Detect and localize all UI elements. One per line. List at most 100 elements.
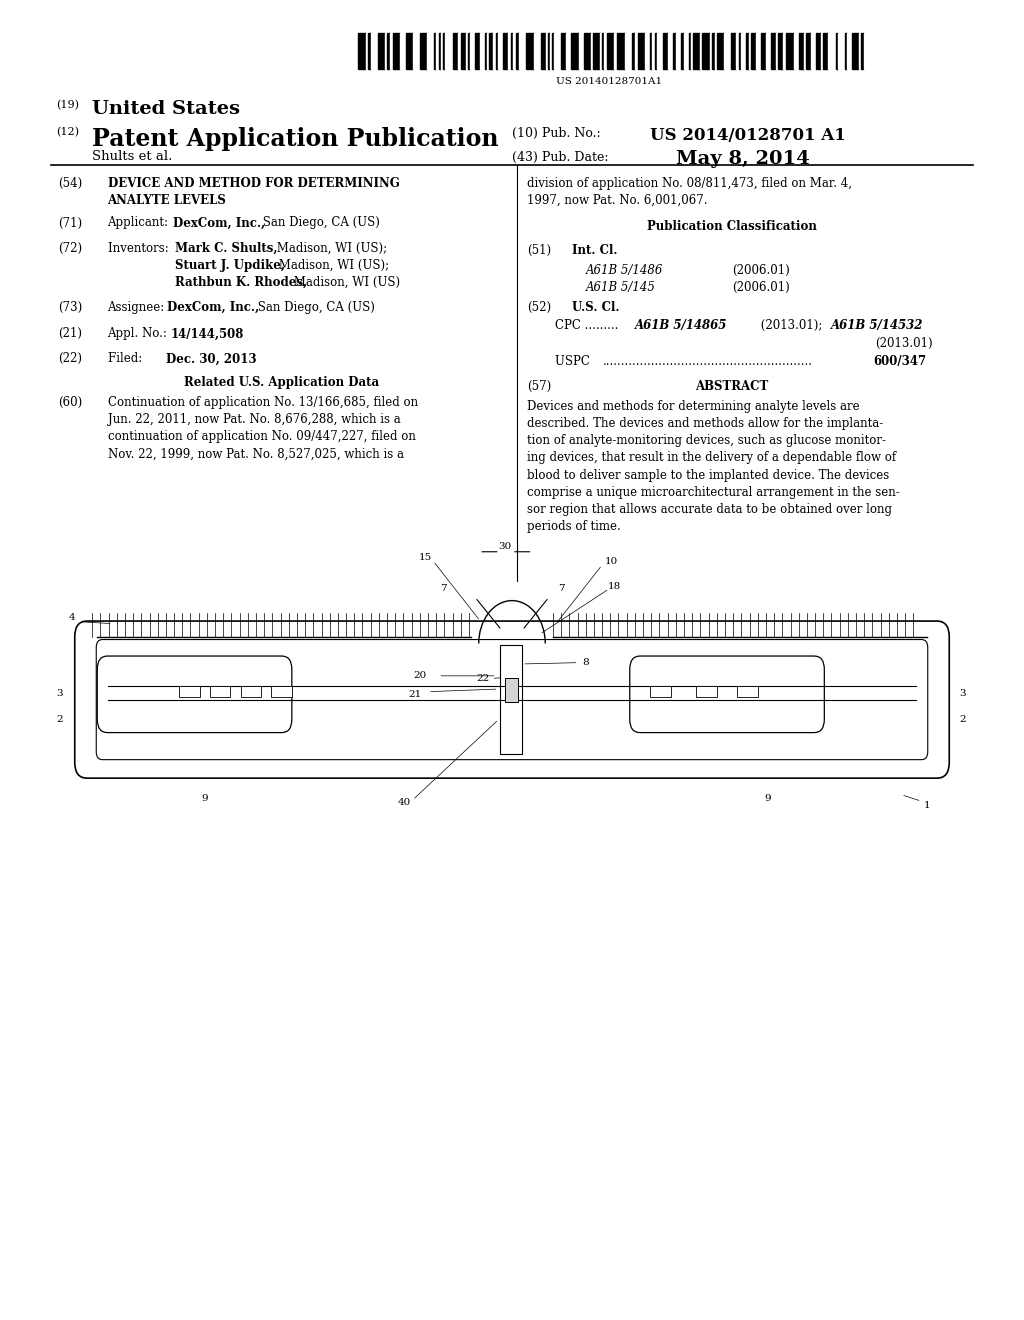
Bar bbox=[561, 33, 566, 69]
Bar bbox=[737, 686, 758, 697]
Text: (71): (71) bbox=[58, 216, 83, 230]
Bar bbox=[393, 33, 400, 69]
Bar bbox=[503, 33, 508, 69]
Bar bbox=[358, 33, 366, 69]
Text: 14/144,508: 14/144,508 bbox=[171, 327, 245, 341]
Bar bbox=[378, 33, 385, 69]
Bar bbox=[617, 33, 625, 69]
Bar bbox=[668, 33, 673, 69]
Text: DexCom, Inc.,: DexCom, Inc., bbox=[173, 216, 265, 230]
Text: 40: 40 bbox=[398, 799, 411, 807]
Bar bbox=[607, 33, 614, 69]
Bar bbox=[371, 33, 378, 69]
Bar bbox=[864, 33, 869, 69]
Bar bbox=[550, 33, 552, 69]
Bar bbox=[650, 33, 652, 69]
Bar bbox=[210, 686, 230, 697]
Bar bbox=[823, 33, 828, 69]
Text: ing devices, that result in the delivery of a dependable flow of: ing devices, that result in the delivery… bbox=[527, 451, 896, 465]
Bar bbox=[761, 33, 766, 69]
Bar bbox=[786, 33, 794, 69]
Text: A61B 5/1486: A61B 5/1486 bbox=[586, 264, 664, 277]
Bar bbox=[717, 33, 724, 69]
Text: Rathbun K. Rhodes,: Rathbun K. Rhodes, bbox=[175, 276, 307, 289]
Bar bbox=[368, 33, 371, 69]
Bar bbox=[546, 33, 548, 69]
Text: 20: 20 bbox=[414, 672, 426, 680]
Bar bbox=[821, 33, 823, 69]
Bar bbox=[579, 33, 584, 69]
Bar bbox=[828, 33, 836, 69]
Text: (2013.01): (2013.01) bbox=[876, 337, 933, 350]
Text: sor region that allows accurate data to be obtained over long: sor region that allows accurate data to … bbox=[527, 503, 892, 516]
Bar bbox=[400, 33, 406, 69]
Text: May 8, 2014: May 8, 2014 bbox=[676, 150, 810, 169]
Text: continuation of application No. 09/447,227, filed on: continuation of application No. 09/447,2… bbox=[108, 430, 416, 444]
Text: A61B 5/14532: A61B 5/14532 bbox=[830, 319, 923, 333]
Text: (60): (60) bbox=[58, 396, 83, 409]
Text: US 2014/0128701 A1: US 2014/0128701 A1 bbox=[650, 127, 846, 144]
Text: (57): (57) bbox=[527, 380, 552, 393]
Bar bbox=[806, 33, 811, 69]
Bar bbox=[604, 33, 607, 69]
Bar bbox=[511, 33, 513, 69]
Bar bbox=[271, 686, 292, 697]
Text: (21): (21) bbox=[58, 327, 82, 341]
Text: Publication Classification: Publication Classification bbox=[647, 220, 817, 234]
Text: 18: 18 bbox=[608, 582, 621, 590]
Bar bbox=[519, 33, 526, 69]
Bar bbox=[179, 686, 200, 697]
Text: blood to deliver sample to the implanted device. The devices: blood to deliver sample to the implanted… bbox=[527, 469, 890, 482]
Text: (10) Pub. No.:: (10) Pub. No.: bbox=[512, 127, 601, 140]
Bar bbox=[489, 33, 493, 69]
Bar bbox=[541, 33, 546, 69]
Text: 2: 2 bbox=[959, 715, 966, 723]
Bar bbox=[385, 33, 387, 69]
Bar bbox=[736, 33, 739, 69]
Text: (2006.01): (2006.01) bbox=[732, 281, 790, 294]
Bar bbox=[387, 33, 390, 69]
Text: Madison, WI (US);: Madison, WI (US); bbox=[275, 259, 389, 272]
Text: ........................................................: ........................................… bbox=[603, 355, 813, 368]
Text: 3: 3 bbox=[959, 689, 966, 697]
Bar bbox=[441, 33, 443, 69]
Bar bbox=[724, 33, 731, 69]
Bar bbox=[689, 33, 691, 69]
Text: (51): (51) bbox=[527, 244, 552, 257]
Text: Devices and methods for determining analyte levels are: Devices and methods for determining anal… bbox=[527, 400, 860, 413]
Text: 600/347: 600/347 bbox=[873, 355, 927, 368]
Bar bbox=[513, 33, 516, 69]
Bar bbox=[420, 33, 427, 69]
Text: Jun. 22, 2011, now Pat. No. 8,676,288, which is a: Jun. 22, 2011, now Pat. No. 8,676,288, w… bbox=[108, 413, 400, 426]
Text: Int. Cl.: Int. Cl. bbox=[572, 244, 617, 257]
Bar bbox=[673, 33, 676, 69]
Bar bbox=[593, 33, 600, 69]
Bar bbox=[434, 33, 436, 69]
Text: Inventors:: Inventors: bbox=[108, 242, 172, 255]
Text: Assignee:: Assignee: bbox=[108, 301, 169, 314]
Text: 7: 7 bbox=[440, 585, 446, 593]
Text: (19): (19) bbox=[56, 100, 79, 111]
Bar bbox=[652, 33, 655, 69]
Text: Filed:: Filed: bbox=[108, 352, 164, 366]
Text: 1997, now Pat. No. 6,001,067.: 1997, now Pat. No. 6,001,067. bbox=[527, 194, 708, 207]
Text: San Diego, CA (US): San Diego, CA (US) bbox=[259, 216, 380, 230]
Text: (52): (52) bbox=[527, 301, 552, 314]
Bar bbox=[816, 33, 821, 69]
Bar bbox=[696, 686, 717, 697]
Text: (12): (12) bbox=[56, 127, 79, 137]
Text: Nov. 22, 1999, now Pat. No. 8,527,025, which is a: Nov. 22, 1999, now Pat. No. 8,527,025, w… bbox=[108, 447, 403, 461]
Bar bbox=[390, 33, 393, 69]
Bar bbox=[778, 33, 783, 69]
Bar bbox=[548, 33, 550, 69]
Bar bbox=[534, 33, 541, 69]
Text: 2: 2 bbox=[56, 715, 62, 723]
Bar bbox=[655, 33, 657, 69]
Bar bbox=[566, 33, 571, 69]
Bar bbox=[487, 33, 489, 69]
Bar bbox=[602, 33, 604, 69]
Text: 15: 15 bbox=[419, 553, 431, 561]
Bar bbox=[693, 33, 700, 69]
Bar bbox=[406, 33, 413, 69]
Text: US 20140128701A1: US 20140128701A1 bbox=[556, 77, 663, 86]
